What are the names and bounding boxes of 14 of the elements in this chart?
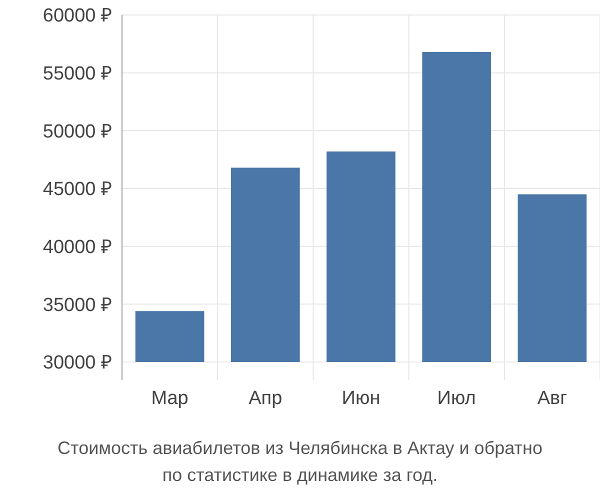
text: Стоимость авиабилетов из Челябинска в Актау и обратно — [58, 438, 542, 458]
x-tick-label: Мар — [151, 388, 188, 409]
x-tick-label: Апр — [248, 388, 282, 409]
x-tick-label: Авг — [537, 388, 568, 409]
y-tick-label: 50000 ₽ — [42, 121, 112, 142]
x-tick-label: Июл — [437, 388, 476, 409]
y-tick-label: 55000 ₽ — [42, 63, 112, 84]
y-tick-label: 45000 ₽ — [42, 179, 112, 200]
y-tick-label: 35000 ₽ — [42, 294, 112, 316]
x-tick-label: Июн — [342, 388, 380, 409]
y-tick-label: 30000 ₽ — [42, 352, 112, 374]
y-tick-label: 60000 ₽ — [42, 6, 112, 27]
y-tick-label: 40000 ₽ — [42, 236, 112, 258]
text: по статистике в динамике за год. — [162, 465, 438, 485]
